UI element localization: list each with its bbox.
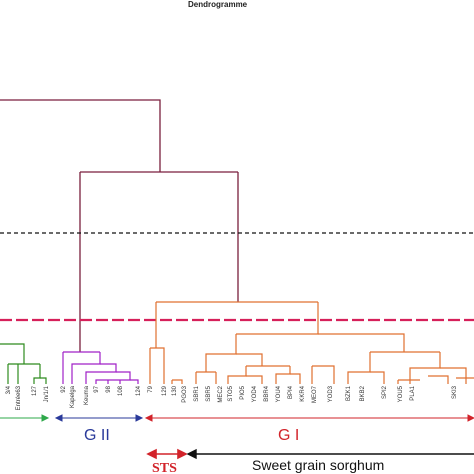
leaf-label: Jn/1/1: [44, 385, 50, 402]
leaf-label: STO5: [228, 385, 234, 401]
leaf-label: KKR4: [300, 385, 306, 401]
leaf-label: YOD3: [328, 385, 334, 402]
leaf-label: YOU4: [276, 385, 282, 402]
leaf-label: MEC2: [218, 385, 224, 402]
sts-label: STS: [152, 461, 177, 474]
leaf-label: 108: [118, 385, 124, 396]
sts-arrow: [146, 448, 188, 460]
leaf-label: PIO5: [240, 385, 246, 399]
group-label-g2: G II: [84, 427, 110, 444]
cluster-g2: [62, 351, 139, 384]
leaf-label: PLA1: [410, 385, 416, 400]
root-tree: [0, 99, 239, 352]
leaf-labels-g3: 3/4 Entrée63 127 Jn/1/1: [6, 385, 50, 410]
leaf-labels-g1: 79 129 130 PGO3 SBR1 SBR5 MEC2 STO5 PIO5 YOD4 BBR4…: [148, 385, 458, 403]
leaf-label: Keuma: [84, 385, 90, 405]
leaf-label: MEO7: [312, 385, 318, 403]
leaf-labels-g2: 92 Kapelga Keuma 97 98 108 124: [61, 385, 142, 408]
leaf-label: 92: [61, 385, 67, 392]
leaf-label: 97: [94, 385, 100, 392]
leaf-label: 98: [106, 385, 112, 392]
root-link-left: [0, 99, 161, 172]
leaf-label: SPI2: [382, 385, 388, 399]
leaf-label: YOU5: [398, 385, 404, 402]
leaf-label: BBR4: [264, 385, 270, 401]
cluster-g1: [149, 301, 474, 384]
leaf-label: 129: [162, 385, 168, 396]
leaf-label: YOD4: [252, 385, 258, 402]
leaf-label: SBR5: [206, 385, 212, 401]
g2-arrow: [54, 414, 144, 422]
leaf-label: 127: [32, 385, 38, 396]
leaf-label: 124: [136, 385, 142, 396]
leaf-label: BPI4: [288, 385, 294, 399]
leaf-label: Entrée63: [16, 385, 22, 410]
leaf-label: 3/4: [6, 385, 12, 394]
g3-arrow: [0, 414, 50, 422]
leaf-label: Kapelga: [70, 385, 76, 408]
leaf-label: PGO3: [182, 385, 188, 402]
leaf-label: BKB2: [360, 385, 366, 401]
sgs-label: Sweet grain sorghum: [252, 457, 384, 473]
leaf-label: 130: [172, 385, 178, 396]
sgs-arrow: [186, 448, 474, 460]
chart-title: Dendrogramme: [188, 0, 248, 9]
group-label-g1: G I: [278, 427, 299, 444]
cluster-g3: [0, 343, 47, 384]
leaf-label: BZK1: [346, 385, 352, 401]
leaf-label: SKI3: [452, 385, 458, 399]
leaf-label: 79: [148, 385, 154, 392]
g1-arrow: [144, 414, 474, 422]
leaf-label: SBR1: [194, 385, 200, 401]
